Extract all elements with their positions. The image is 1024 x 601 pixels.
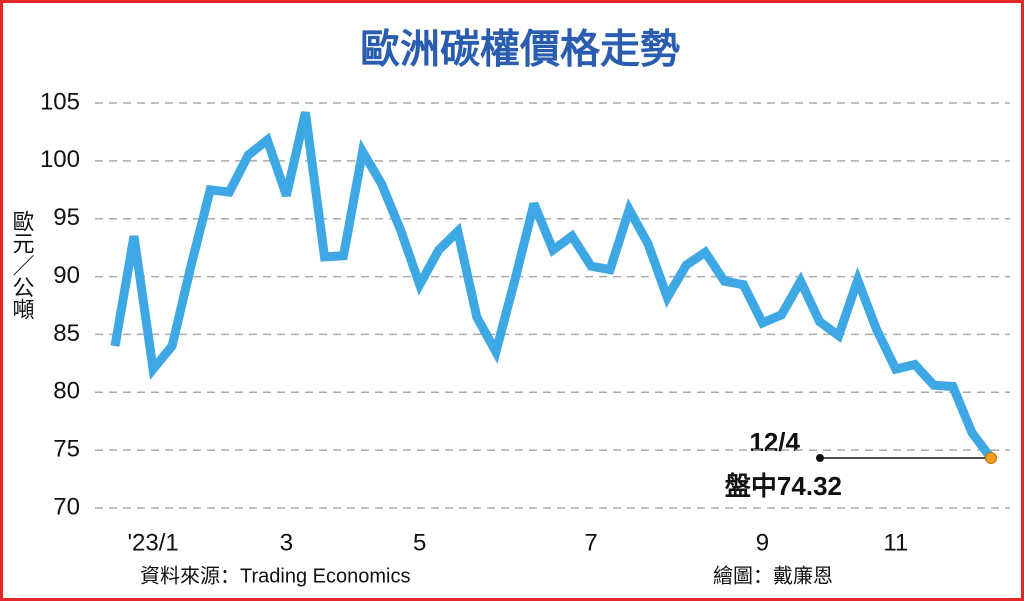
credit: 繪圖：戴廉恩 (713, 564, 833, 587)
y-tick-label: 95 (53, 204, 80, 231)
annotation-dot (816, 454, 824, 463)
y-tick-label: 70 (53, 493, 80, 520)
chart-title: 歐洲碳權價格走勢 (360, 28, 680, 72)
y-tick-label: 80 (53, 378, 80, 405)
x-tick-label: 3 (280, 529, 293, 556)
source: 資料來源：Trading Economics (140, 564, 410, 587)
y-tick-label: 75 (53, 435, 80, 462)
x-tick-label: '23/1 (127, 529, 178, 556)
x-tick-label: 9 (756, 529, 769, 556)
x-tick-label: 5 (413, 529, 426, 556)
y-tick-label: 85 (53, 320, 80, 347)
y-tick-label: 105 (40, 88, 80, 115)
x-tick-label: 7 (584, 529, 597, 556)
y-tick-label: 90 (53, 262, 80, 289)
last-point (985, 452, 997, 465)
y-axis-label: 歐元／公噸 (10, 210, 35, 320)
price-line (110, 111, 995, 461)
x-tick-label: 11 (883, 529, 908, 556)
annotation-date: 12/4 (749, 427, 800, 457)
annotation: 盤中74.32 (725, 471, 842, 501)
y-tick-label: 100 (40, 146, 80, 173)
